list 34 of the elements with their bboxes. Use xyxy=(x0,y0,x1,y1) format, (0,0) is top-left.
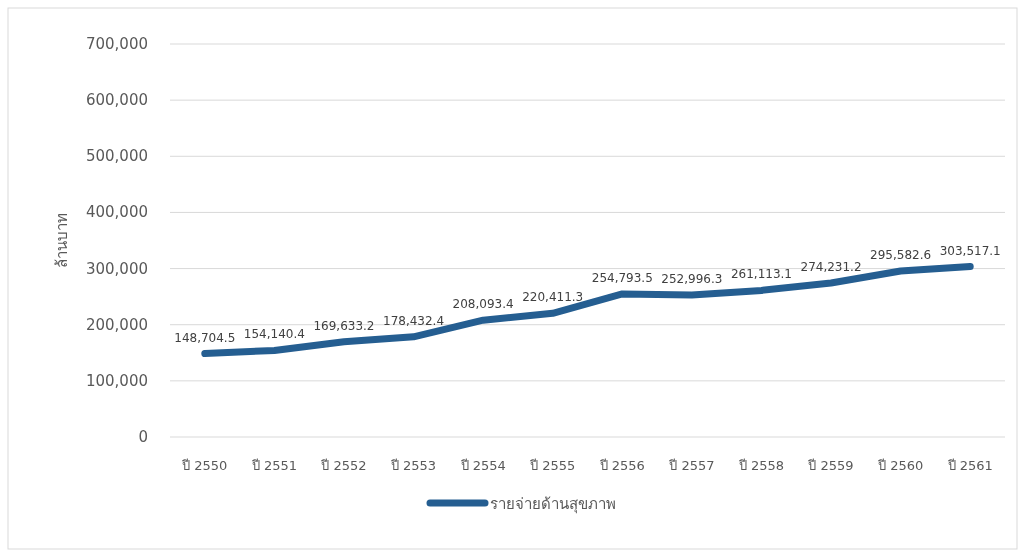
y-tick-label: 300,000 xyxy=(85,259,148,278)
data-label: 148,704.5 xyxy=(174,330,236,345)
y-tick-label: 0 xyxy=(138,428,148,446)
data-label: 274,231.2 xyxy=(800,260,862,275)
data-label: 178,432.4 xyxy=(383,313,445,328)
y-tick-label: 500,000 xyxy=(85,147,148,166)
x-tick-label: ปี 2561 xyxy=(946,458,993,473)
x-tick-label: ปี 2557 xyxy=(668,458,715,473)
y-tick-label: 400,000 xyxy=(85,203,148,222)
data-label: 220,411.3 xyxy=(522,290,584,305)
data-label: 254,793.5 xyxy=(591,270,653,285)
data-label: 295,582.6 xyxy=(870,248,932,263)
data-label: 169,633.2 xyxy=(313,318,375,333)
x-tick-label: ปี 2553 xyxy=(389,458,437,473)
y-tick-label: 600,000 xyxy=(85,91,148,110)
y-tick-label: 100,000 xyxy=(85,371,148,390)
x-tick-label: ปี 2559 xyxy=(807,458,854,473)
x-tick-label: ปี 2554 xyxy=(459,458,506,473)
x-tick-label: ปี 2551 xyxy=(250,458,297,473)
y-axis-title: ล้านบาท xyxy=(53,212,71,268)
x-tick-label: ปี 2558 xyxy=(737,458,785,473)
data-label: 252,996.3 xyxy=(661,271,723,286)
legend-label: รายจ่ายด้านสุขภาพ xyxy=(490,495,616,514)
x-tick-label: ปี 2552 xyxy=(320,458,367,473)
data-label: 261,113.1 xyxy=(730,267,792,282)
y-tick-label: 200,000 xyxy=(85,315,148,334)
x-tick-label: ปี 2555 xyxy=(529,458,576,473)
data-label: 154,140.4 xyxy=(243,327,305,342)
data-label: 208,093.4 xyxy=(452,297,514,312)
data-label: 303,517.1 xyxy=(939,243,1001,258)
x-tick-label: ปี 2550 xyxy=(181,458,228,473)
y-tick-label: 700,000 xyxy=(85,35,148,53)
x-tick-label: ปี 2556 xyxy=(598,458,645,473)
x-tick-label: ปี 2560 xyxy=(877,458,924,473)
